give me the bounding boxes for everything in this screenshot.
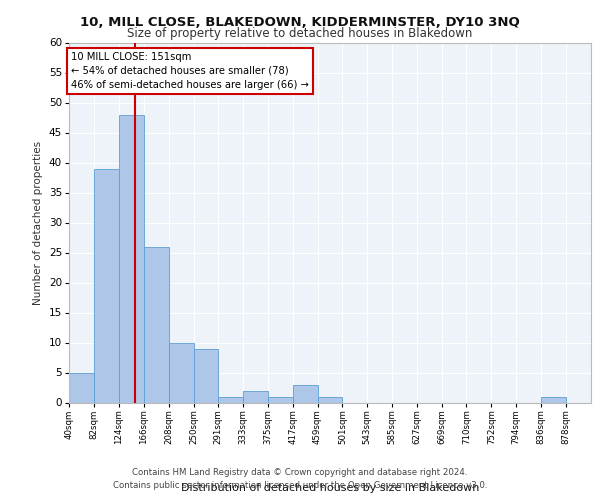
Y-axis label: Number of detached properties: Number of detached properties — [33, 140, 43, 304]
Bar — [194, 348, 218, 403]
Bar — [169, 342, 194, 402]
Bar — [293, 384, 317, 402]
Bar — [94, 168, 119, 402]
Bar — [144, 246, 169, 402]
Bar — [541, 396, 566, 402]
Text: Contains public sector information licensed under the Open Government Licence v3: Contains public sector information licen… — [113, 480, 487, 490]
Text: Size of property relative to detached houses in Blakedown: Size of property relative to detached ho… — [127, 28, 473, 40]
Bar — [317, 396, 343, 402]
Text: Contains HM Land Registry data © Crown copyright and database right 2024.: Contains HM Land Registry data © Crown c… — [132, 468, 468, 477]
Text: 10, MILL CLOSE, BLAKEDOWN, KIDDERMINSTER, DY10 3NQ: 10, MILL CLOSE, BLAKEDOWN, KIDDERMINSTER… — [80, 16, 520, 29]
Bar — [243, 390, 268, 402]
Bar — [119, 114, 144, 403]
Bar — [268, 396, 293, 402]
Bar — [69, 372, 94, 402]
X-axis label: Distribution of detached houses by size in Blakedown: Distribution of detached houses by size … — [181, 483, 479, 493]
Text: 10 MILL CLOSE: 151sqm
← 54% of detached houses are smaller (78)
46% of semi-deta: 10 MILL CLOSE: 151sqm ← 54% of detached … — [71, 52, 309, 90]
Bar — [218, 396, 243, 402]
